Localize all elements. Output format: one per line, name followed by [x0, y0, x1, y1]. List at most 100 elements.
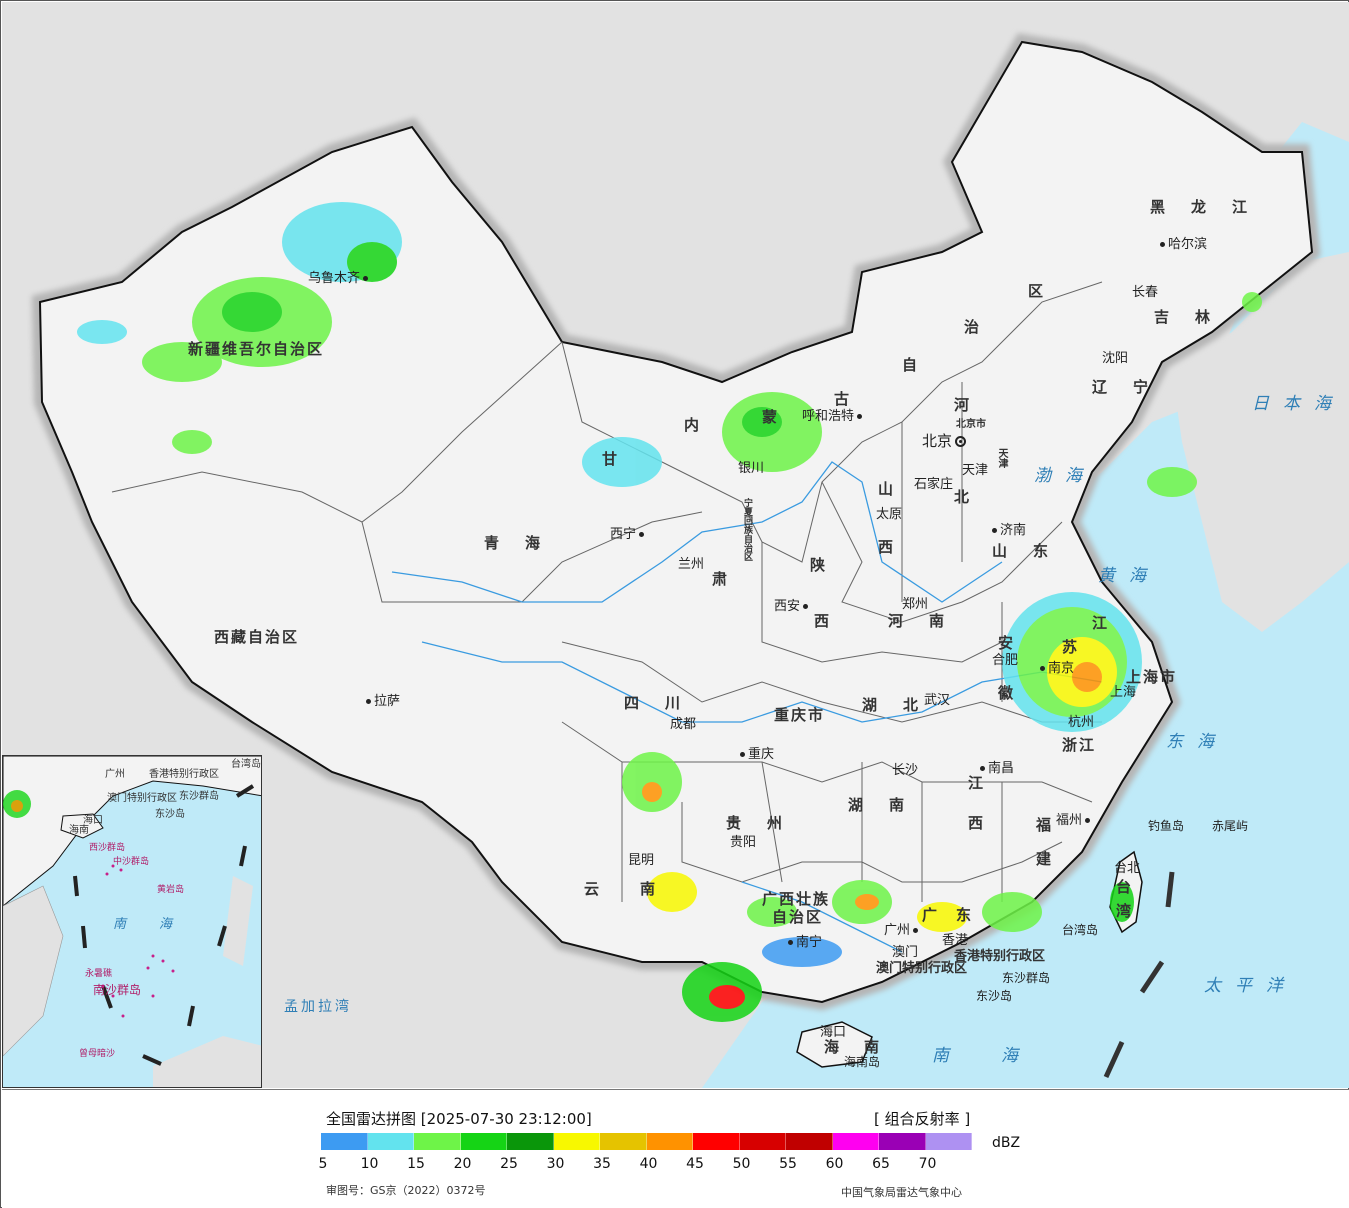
province-label-guangxi-zizhiqu: 自治区	[772, 908, 824, 926]
inset-label-taiwan: 台湾岛	[231, 759, 261, 770]
city-jinan[interactable]: 济南	[992, 524, 1026, 537]
inset-philippines	[223, 876, 253, 966]
province-label-hunan: 湖南	[848, 796, 931, 814]
city-wuhan[interactable]: 武汉	[924, 693, 951, 708]
data-source: 中国气象局雷达气象中心	[841, 1186, 962, 1199]
legend-swatch	[693, 1133, 740, 1150]
inset-label-hai: 海	[159, 917, 173, 932]
japan-korea-land	[1172, 252, 1349, 632]
city-yinchuan[interactable]: 银川	[738, 461, 765, 476]
city-nanjing[interactable]: 南京	[1040, 662, 1074, 675]
province-label-ningxia: 宁夏回族自治区	[742, 498, 752, 561]
legend-swatch	[321, 1133, 368, 1150]
city-taipei[interactable]: 台北	[1114, 861, 1141, 876]
hainan-island	[796, 1021, 873, 1068]
city-urumqi[interactable]: 乌鲁木齐	[308, 272, 371, 285]
city-chongqing[interactable]: 重庆	[740, 748, 774, 761]
city-fuzhou[interactable]: 福州	[1056, 814, 1093, 827]
city-shijiazhuang[interactable]: 石家庄	[914, 477, 954, 492]
inset-island-nansha: 南沙群岛	[93, 983, 142, 997]
legend-swatch	[507, 1133, 554, 1150]
city-dot-icon	[740, 752, 745, 757]
province-label-tai: 台	[1116, 878, 1134, 896]
city-lhasa[interactable]: 拉萨	[366, 695, 400, 708]
city-shenyang[interactable]: 沈阳	[1102, 351, 1129, 366]
city-hohhot[interactable]: 呼和浩特	[802, 410, 865, 423]
province-label-shanghai: 上海市	[1126, 668, 1178, 686]
inset-echo-left-core	[11, 800, 23, 812]
legend-swatch	[600, 1133, 647, 1150]
city-guiyang[interactable]: 贵阳	[730, 835, 757, 850]
province-label-guangxi: 广西壮族	[762, 890, 831, 908]
province-label-xi3: 西	[968, 814, 986, 832]
legend-color-bar	[321, 1133, 972, 1150]
legend-swatch	[553, 1133, 600, 1150]
city-dot-icon	[788, 940, 793, 945]
province-label-hongkong: 香港特别行政区	[954, 949, 1046, 964]
province-label-zhejiang: 浙江	[1062, 736, 1097, 754]
legend-swatch	[646, 1133, 693, 1150]
city-hefei[interactable]: 合肥	[992, 653, 1019, 668]
province-label-chongqing: 重庆市	[774, 706, 826, 724]
city-xian[interactable]: 西安	[774, 600, 811, 613]
city-dot-icon	[980, 766, 985, 771]
province-label-su2: 苏	[1062, 638, 1080, 656]
province-label-nei: 内	[684, 416, 702, 434]
city-hongkong[interactable]: 香港	[942, 933, 969, 948]
city-beijing[interactable]: 北京	[922, 434, 967, 449]
city-lanzhou[interactable]: 兰州	[678, 557, 705, 572]
city-shanghai[interactable]: 上海	[1110, 685, 1137, 700]
province-label-fu: 福	[1036, 816, 1054, 834]
city-haikou[interactable]: 海口	[820, 1025, 847, 1040]
province-label-qinghai: 青海	[484, 534, 567, 552]
rivers	[391, 461, 1103, 953]
province-label-wan: 湾	[1116, 902, 1134, 920]
island-dongsha: 东沙岛	[976, 989, 1013, 1003]
city-changchun[interactable]: 长春	[1132, 285, 1159, 300]
island-taiwan: 台湾岛	[1062, 923, 1099, 937]
province-label-shandong: 山东	[992, 542, 1075, 560]
province-label-he: 河	[954, 396, 972, 414]
legend-unit: dBZ	[992, 1135, 1021, 1151]
legend-swatch	[925, 1133, 972, 1150]
city-zhengzhou[interactable]: 郑州	[902, 597, 929, 612]
sea-label-pacific: 太平洋	[1204, 976, 1297, 996]
legend-swatch	[414, 1133, 461, 1150]
city-changsha[interactable]: 长沙	[892, 763, 919, 778]
china-land	[38, 40, 1314, 1004]
city-macau[interactable]: 澳门	[892, 945, 919, 960]
legend-tick-label: 15	[407, 1156, 425, 1172]
legend-title: 全国雷达拼图 [2025-07-30 23:12:00]	[326, 1110, 592, 1128]
province-label-hainan-nan: 南	[864, 1038, 882, 1056]
city-dot-icon	[363, 276, 369, 281]
province-label-hainan-hai: 海	[824, 1038, 842, 1056]
province-label-meng: 蒙	[762, 408, 780, 426]
province-label-macau: 澳门特别行政区	[876, 961, 968, 976]
city-dot-icon	[366, 699, 371, 704]
province-label-zhi: 治	[964, 318, 982, 336]
city-hangzhou[interactable]: 杭州	[1068, 715, 1095, 730]
city-taiyuan[interactable]: 太原	[876, 507, 903, 522]
inset-canvas	[3, 756, 261, 1087]
legend-tick-label: 45	[686, 1156, 704, 1172]
inset-hainan	[60, 813, 104, 839]
sea-label-bengal: 孟加拉湾	[284, 999, 352, 1015]
province-label-guizhou: 贵州	[726, 814, 809, 832]
province-label-guang: 广	[922, 906, 940, 924]
city-chengdu[interactable]: 成都	[670, 717, 697, 732]
legend-tick-label: 50	[732, 1156, 751, 1172]
city-xining[interactable]: 西宁	[610, 528, 647, 541]
radar-map[interactable]: 新疆维吾尔自治区 西藏自治区 青海 甘 肃 内 蒙 古 自 治 区 黑龙江 吉林…	[2, 2, 1349, 1088]
province-label-shan2: 陕	[810, 556, 828, 574]
city-tianjin[interactable]: 天津	[962, 463, 989, 478]
radar-echoes	[77, 202, 1262, 1022]
province-label-hui: 徽	[998, 684, 1016, 702]
city-kunming[interactable]: 昆明	[628, 853, 655, 868]
city-nanning[interactable]: 南宁	[788, 936, 822, 949]
south-china-sea-inset[interactable]: 广州 香港特别行政区 澳门特别行政区 东沙群岛 东沙岛 海南 海口 南 海 台湾…	[2, 755, 262, 1088]
legend-tick-label: 35	[593, 1156, 611, 1172]
province-label-jiang2: 江	[968, 774, 986, 792]
city-guangzhou[interactable]: 广州	[884, 924, 921, 937]
city-harbin[interactable]: 哈尔滨	[1160, 238, 1207, 251]
city-nanchang[interactable]: 南昌	[980, 762, 1014, 775]
